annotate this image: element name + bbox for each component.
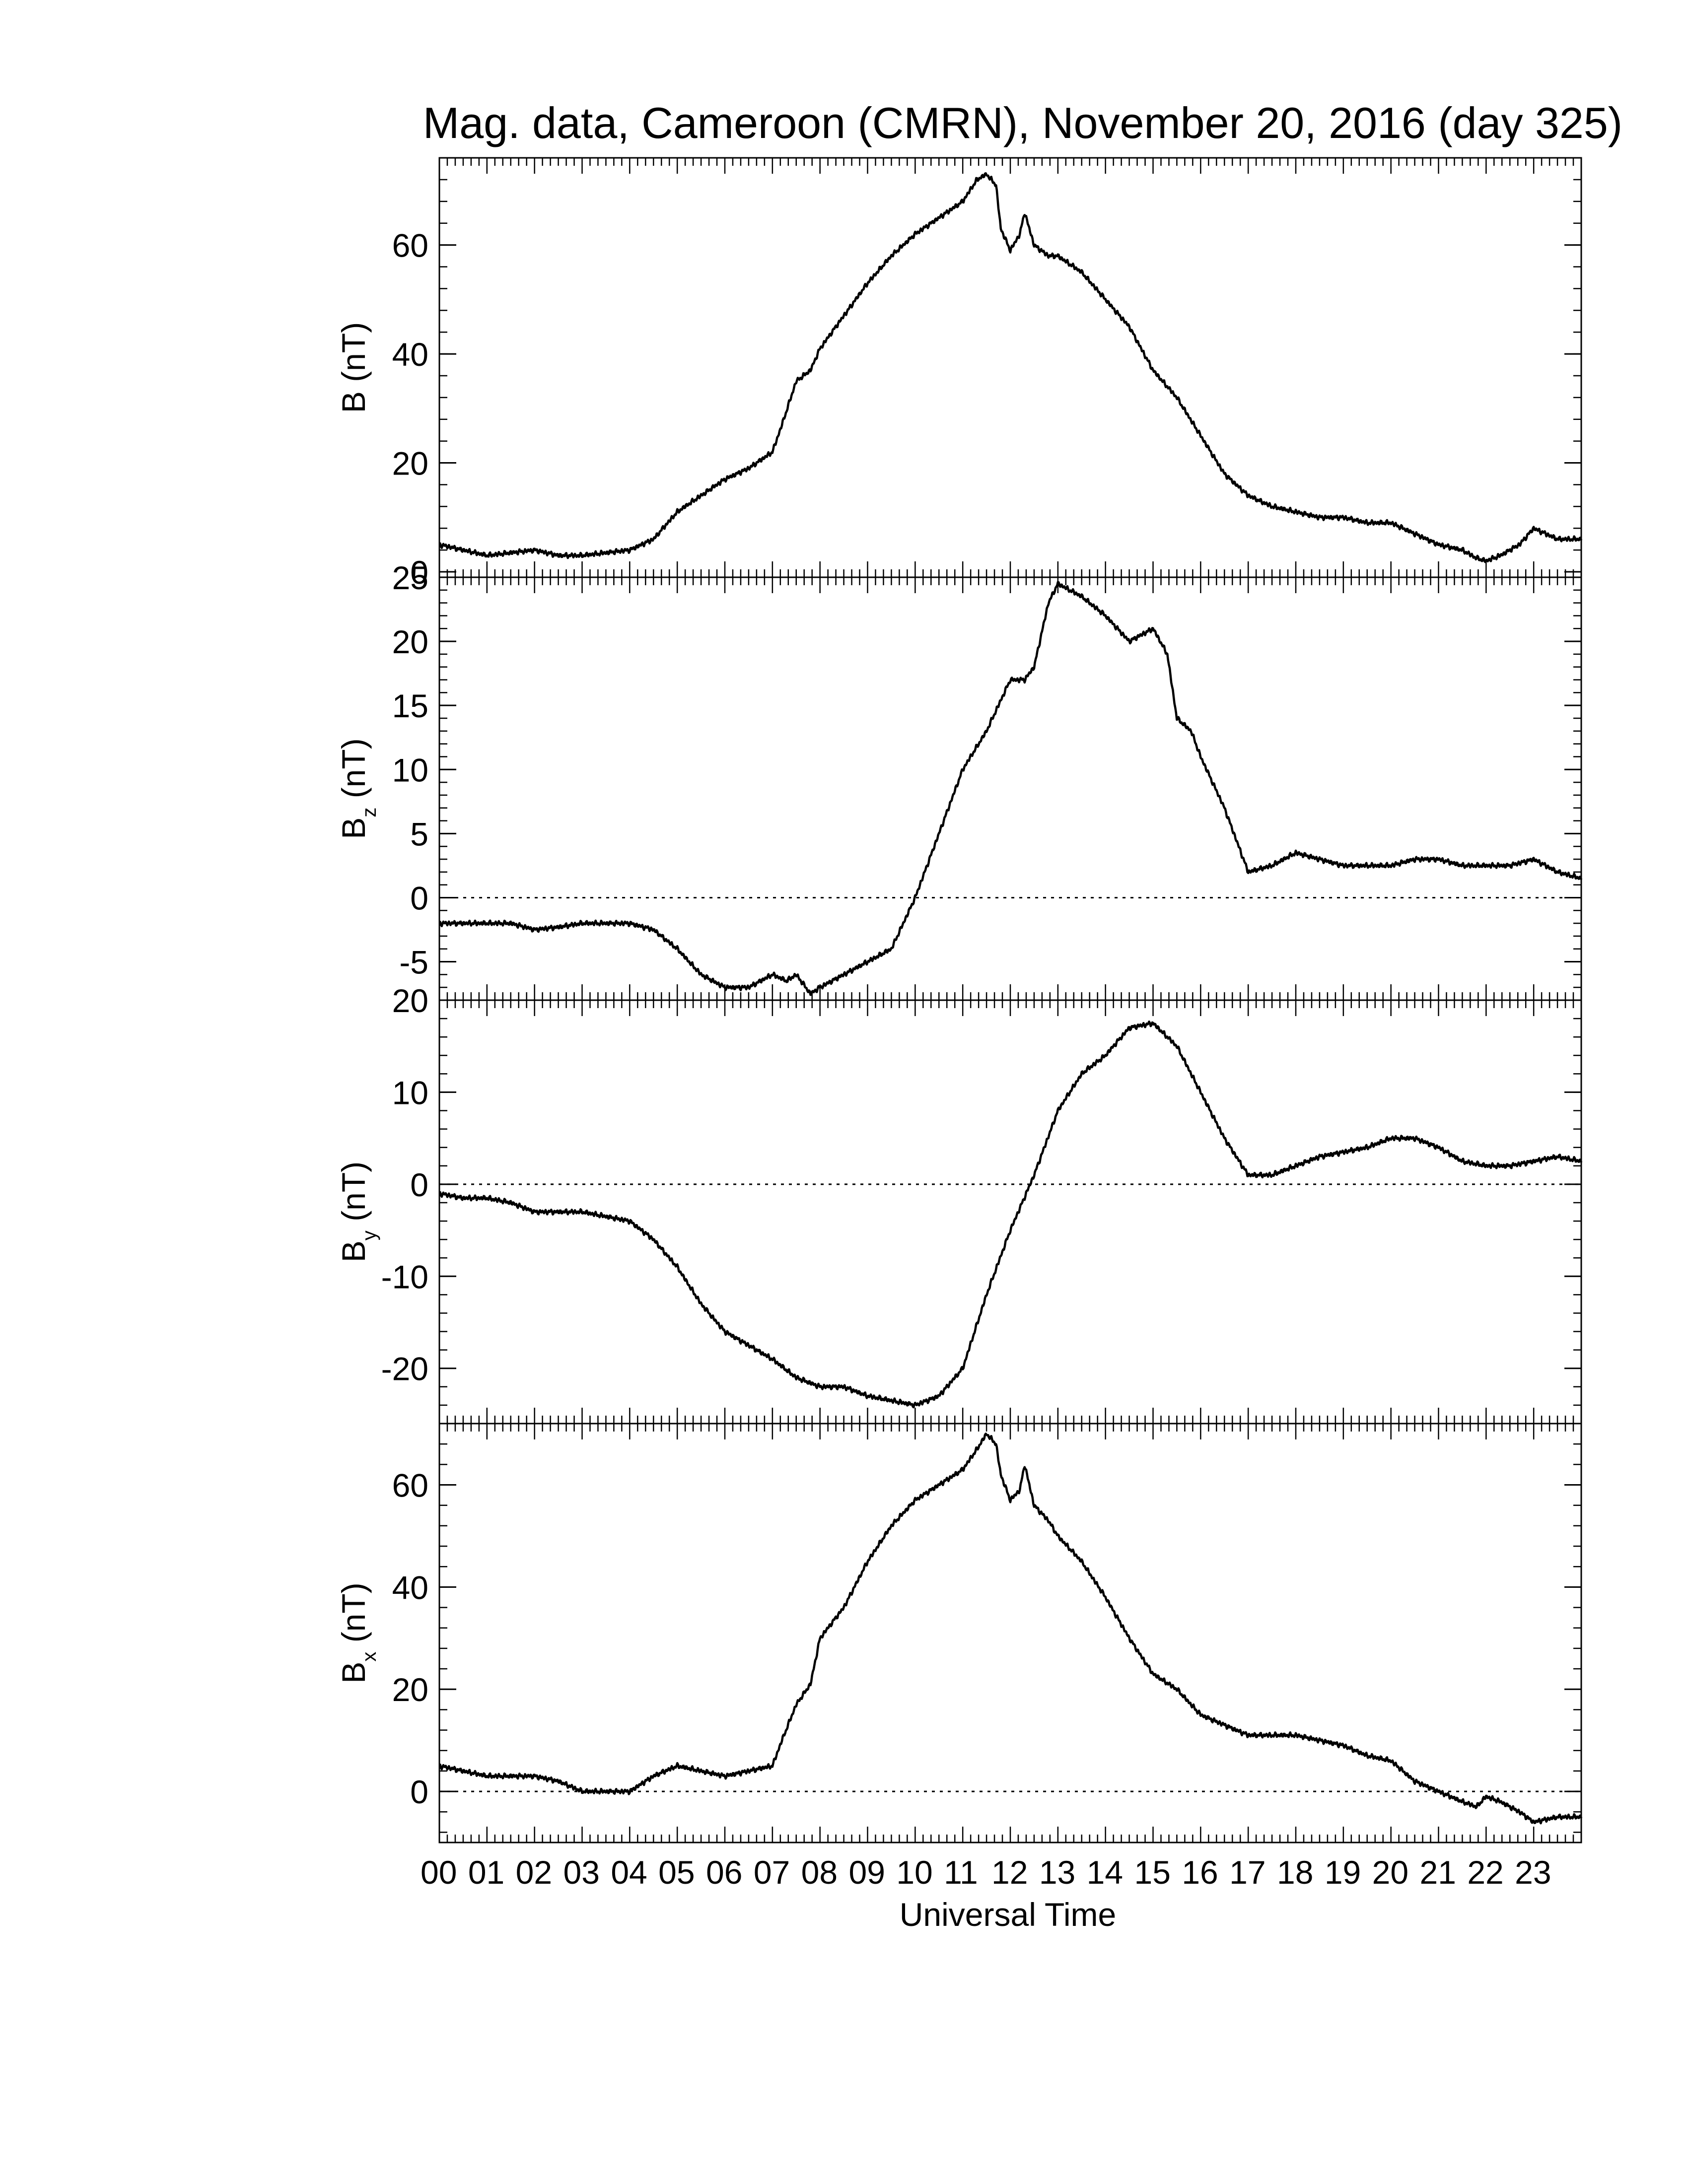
y-tick-label: 25 xyxy=(392,559,428,596)
y-axis-label: Bx (nT) xyxy=(335,1582,380,1683)
x-tick-label: 09 xyxy=(849,1854,885,1891)
y-tick-label: 0 xyxy=(410,880,428,916)
x-tick-label: 20 xyxy=(1372,1854,1408,1891)
series-line-bx xyxy=(439,1433,1583,1825)
x-tick-label: 08 xyxy=(801,1854,838,1891)
x-tick-label: 23 xyxy=(1515,1854,1551,1891)
y-tick-label: 0 xyxy=(410,1774,428,1810)
x-tick-label: 06 xyxy=(706,1854,742,1891)
x-tick-label: 07 xyxy=(754,1854,790,1891)
y-tick-label: 15 xyxy=(392,687,428,724)
y-tick-label: 10 xyxy=(392,1074,428,1111)
x-tick-label: 11 xyxy=(944,1854,978,1891)
y-tick-label: 60 xyxy=(392,227,428,264)
x-tick-labels: 00 01 02 03 04 05 06 07 08 09 10 11 12 13 14 15 16 17 18 19… xyxy=(421,1854,1551,1891)
y-tick-label: 20 xyxy=(392,1671,428,1708)
x-tick-label: 10 xyxy=(896,1854,932,1891)
x-tick-label: 14 xyxy=(1087,1854,1123,1891)
x-tick-label: 12 xyxy=(991,1854,1028,1891)
y-axis-label: Bz (nT) xyxy=(335,738,380,839)
x-axis-label: Universal Time xyxy=(900,1896,1116,1933)
plot-frame xyxy=(438,157,1582,578)
x-tick-label: 18 xyxy=(1277,1854,1313,1891)
series-line-bz xyxy=(438,581,1583,996)
y-tick-label: 5 xyxy=(410,816,428,852)
x-tick-label: 15 xyxy=(1134,1854,1171,1891)
series-line-b xyxy=(439,172,1583,563)
x-tick-label: 04 xyxy=(611,1854,647,1891)
y-tick-label: 0 xyxy=(410,1166,428,1203)
x-tick-label: 16 xyxy=(1182,1854,1218,1891)
panel-b-total: 0 20 40 60 B (nT) xyxy=(335,157,1583,591)
y-tick-label: 20 xyxy=(392,982,428,1019)
y-axis-label: B (nT) xyxy=(335,322,372,413)
panel-by: -20 -10 0 10 20 By (nT) xyxy=(335,982,1583,1425)
y-tick-label: -20 xyxy=(381,1351,428,1387)
y-tick-label: 0 xyxy=(410,554,428,591)
y-axis-label: By (nT) xyxy=(335,1161,380,1262)
x-tick-label: 01 xyxy=(468,1854,504,1891)
y-tick-label: 20 xyxy=(392,445,428,482)
y-tick-label: 40 xyxy=(392,336,428,373)
panel-bz: -5 0 5 10 15 20 25 Bz (nT) xyxy=(335,559,1583,1001)
panel-bx: 0 20 40 60 Bx (nT) xyxy=(335,1423,1583,1843)
plot-frame xyxy=(438,576,1582,1001)
y-tick-label: -5 xyxy=(399,944,428,981)
plot-frame xyxy=(438,999,1582,1425)
x-tick-label: 02 xyxy=(516,1854,552,1891)
x-tick-label: 19 xyxy=(1325,1854,1361,1891)
x-tick-label: 05 xyxy=(658,1854,695,1891)
plot-frame xyxy=(438,1423,1582,1843)
y-tick-label: 40 xyxy=(392,1569,428,1606)
x-tick-label: 03 xyxy=(563,1854,600,1891)
x-tick-label: 22 xyxy=(1467,1854,1503,1891)
x-tick-label: 21 xyxy=(1420,1854,1456,1891)
y-tick-label: -10 xyxy=(381,1258,428,1295)
y-tick-label: 20 xyxy=(392,623,428,660)
series-line-by xyxy=(439,1020,1583,1409)
x-tick-label: 17 xyxy=(1229,1854,1266,1891)
chart-title: Mag. data, Cameroon (CMRN), November 20,… xyxy=(423,98,1622,147)
y-tick-label: 60 xyxy=(392,1467,428,1504)
x-tick-label: 13 xyxy=(1039,1854,1075,1891)
x-tick-label: 00 xyxy=(421,1854,457,1891)
y-tick-label: 10 xyxy=(392,751,428,788)
